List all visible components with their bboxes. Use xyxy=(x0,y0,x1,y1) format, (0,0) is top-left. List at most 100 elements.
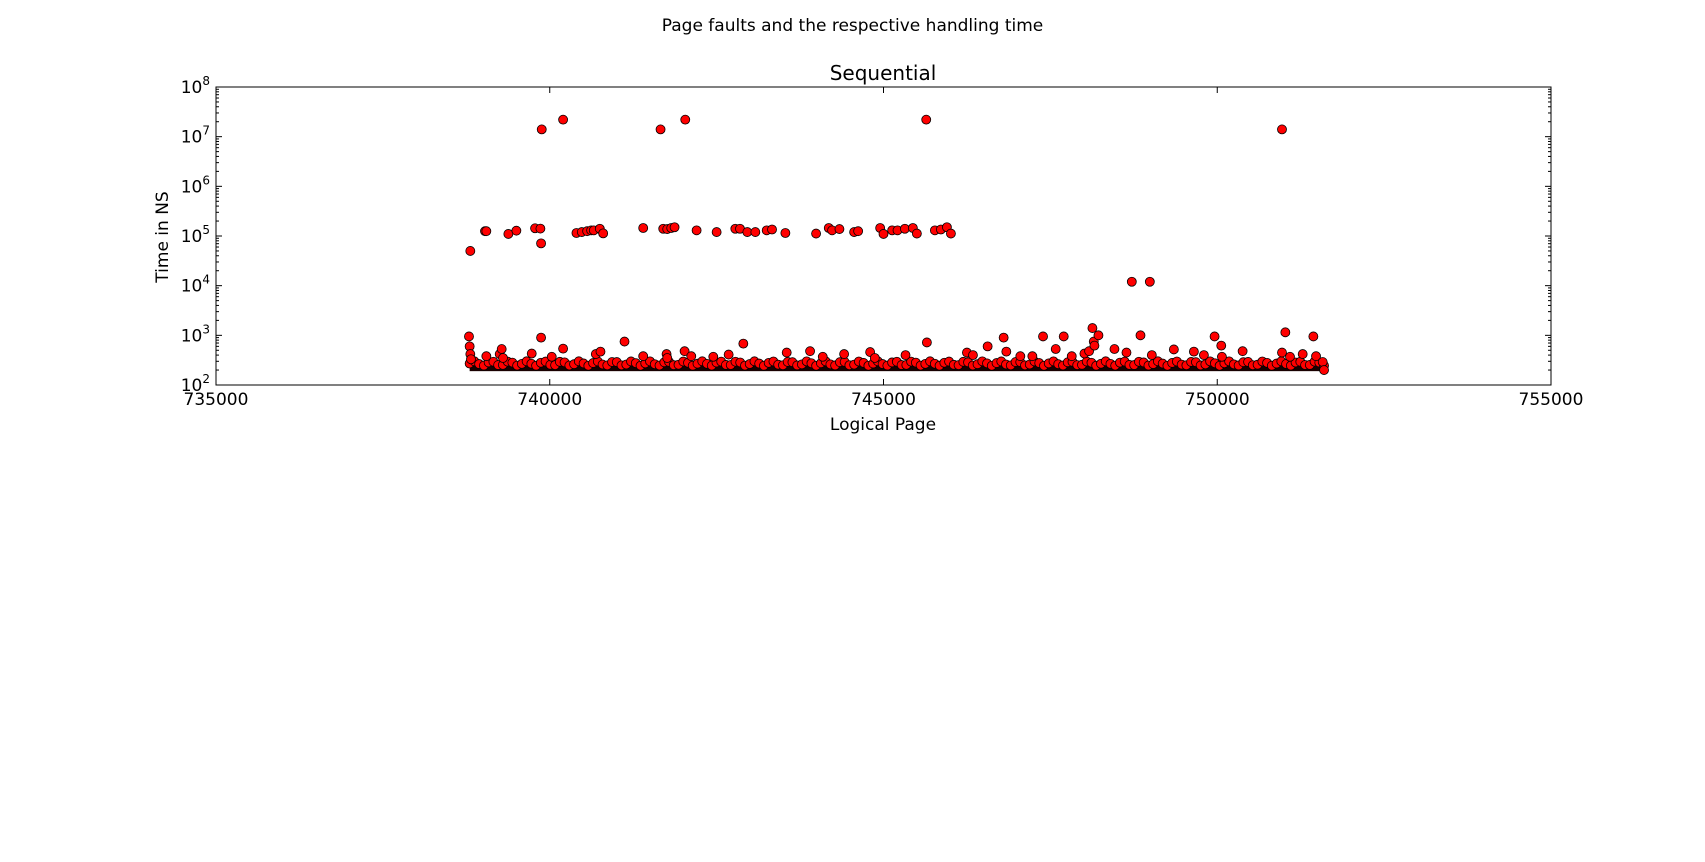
scatter-point xyxy=(839,349,850,359)
y-tick-label: 106 xyxy=(181,173,210,197)
scatter-point xyxy=(1121,347,1132,358)
scatter-point xyxy=(1135,330,1146,341)
scatter-point xyxy=(595,346,606,357)
scatter-point xyxy=(911,228,922,239)
scatter-point xyxy=(1280,327,1291,338)
scatter-point xyxy=(946,228,956,239)
scatter-point xyxy=(655,124,666,135)
scatter-point xyxy=(1217,351,1227,362)
scatter-point xyxy=(1199,350,1209,360)
scatter-point xyxy=(869,353,880,363)
scatter-point xyxy=(536,238,546,249)
scatter-point xyxy=(781,347,792,358)
scatter-point xyxy=(1089,340,1100,351)
x-tick-label: 745000 xyxy=(851,390,916,410)
x-tick-label: 740000 xyxy=(517,390,582,410)
scatter-point xyxy=(691,225,702,236)
scatter-point xyxy=(708,351,719,362)
scatter-point xyxy=(1087,323,1098,333)
x-tick-label: 750000 xyxy=(1185,390,1250,410)
x-tick-label: 755000 xyxy=(1519,390,1584,410)
scatter-point xyxy=(878,229,889,239)
y-tick-label: 107 xyxy=(181,124,210,148)
scatter-point xyxy=(558,343,568,354)
scatter-point xyxy=(968,350,978,360)
plot-area xyxy=(215,86,1552,386)
scatter-point xyxy=(900,350,911,360)
y-tick-label: 105 xyxy=(181,223,210,247)
scatter-point xyxy=(750,227,761,237)
scatter-point xyxy=(1093,330,1104,341)
scatter-point xyxy=(1297,349,1308,359)
figure-suptitle: Page faults and the respective handling … xyxy=(662,16,1044,36)
scatter-point xyxy=(811,228,821,239)
scatter-point xyxy=(1015,351,1026,362)
scatter-point xyxy=(1311,351,1321,362)
y-axis-ticks: 102 103 104 105 106 107 108 xyxy=(181,74,1551,396)
scatter-point xyxy=(921,114,932,125)
scatter-point xyxy=(526,348,537,359)
scatter-point xyxy=(1126,276,1137,287)
scatter-point xyxy=(1001,346,1012,357)
x-tick-label: 735000 xyxy=(184,390,249,410)
scatter-point xyxy=(496,344,507,354)
scatter-point xyxy=(481,351,492,362)
scatter-point xyxy=(498,353,508,363)
scatter-point xyxy=(853,226,864,237)
scatter-point xyxy=(805,346,815,357)
scatter-point xyxy=(536,332,546,343)
scatter-point xyxy=(619,336,630,347)
y-tick-label: 108 xyxy=(181,74,210,98)
scatter-point xyxy=(1319,365,1329,375)
scatter-point xyxy=(921,337,932,348)
scatter-point xyxy=(536,124,547,135)
scatter-point xyxy=(1168,344,1179,355)
scatter-point xyxy=(982,341,993,352)
scatter-point xyxy=(723,349,734,360)
scatter-point xyxy=(558,114,568,125)
scatter-point xyxy=(1058,331,1069,342)
scatter-point xyxy=(1317,357,1328,367)
scatter-points xyxy=(464,114,1329,375)
scatter-point xyxy=(738,338,749,349)
scatter-point xyxy=(466,354,476,365)
scatter-point xyxy=(767,224,777,235)
scatter-point xyxy=(1308,331,1319,342)
scatter-point xyxy=(464,331,474,342)
chart-title: Sequential xyxy=(830,61,937,85)
scatter-point xyxy=(638,351,649,362)
scatter-point xyxy=(535,223,546,234)
scatter-point xyxy=(899,223,910,234)
y-tick-label: 103 xyxy=(181,322,210,346)
x-axis-label: Logical Page xyxy=(830,415,936,435)
scatter-point xyxy=(1027,351,1038,362)
scatter-point xyxy=(465,246,476,256)
scatter-point xyxy=(1277,347,1287,358)
scatter-point xyxy=(1285,351,1295,362)
scatter-point xyxy=(511,225,522,236)
scatter-point xyxy=(1277,124,1287,135)
scatter-point xyxy=(1038,331,1048,342)
scatter-point xyxy=(638,223,649,233)
scatter-point xyxy=(1109,344,1120,354)
scatter-point xyxy=(834,224,845,234)
scatter-point xyxy=(817,351,828,362)
y-axis-label: Time in NS xyxy=(153,191,173,283)
y-tick-label: 104 xyxy=(181,273,210,297)
scatter-point xyxy=(546,351,557,362)
scatter-point xyxy=(998,332,1009,343)
scatter-point xyxy=(679,346,690,357)
scatter-point xyxy=(780,228,791,238)
scatter-point xyxy=(1188,346,1199,357)
x-axis-ticks: 735000 740000 745000 750000 755000 xyxy=(184,87,1584,410)
scatter-point xyxy=(686,351,697,362)
scatter-point xyxy=(1216,340,1227,351)
scatter-point xyxy=(680,114,691,125)
scatter-point xyxy=(1050,344,1061,354)
scatter-point xyxy=(481,226,492,237)
scatter-point xyxy=(669,222,680,233)
y-tick-label: 102 xyxy=(181,372,210,396)
scatter-point xyxy=(1237,346,1248,357)
scatter-point xyxy=(1066,351,1077,362)
